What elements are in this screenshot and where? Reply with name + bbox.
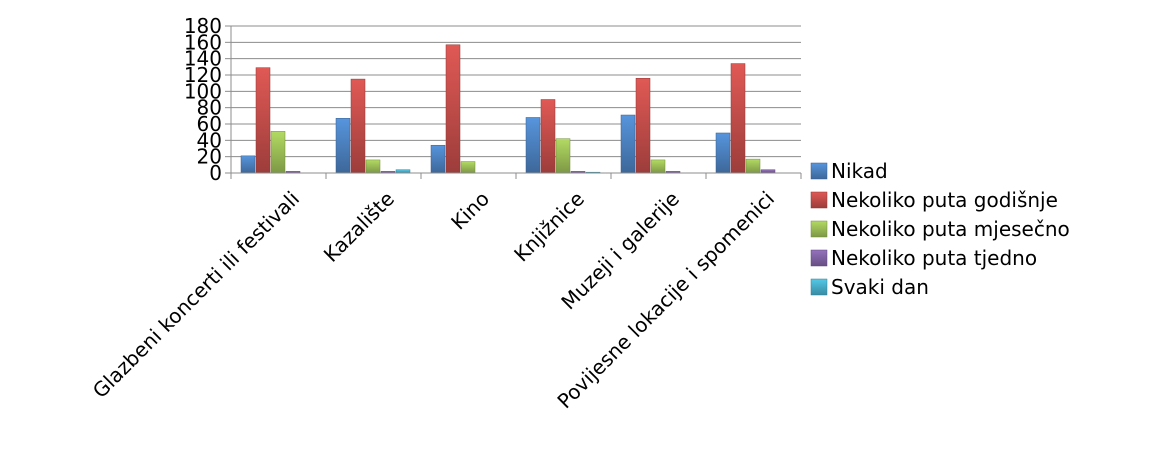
y-tick-label: 0	[209, 161, 222, 185]
bar-1-1	[240, 155, 256, 174]
legend-swatch	[810, 278, 828, 296]
bar-2-6	[730, 63, 746, 174]
legend-swatch	[810, 191, 828, 209]
bar-1-4	[525, 117, 541, 174]
bar-3-2	[365, 159, 381, 174]
y-tick-label: 80	[197, 96, 222, 120]
legend-label: Nekoliko puta mjesečno	[831, 217, 1070, 241]
legend: Nikad Nekoliko puta godišnje Nekoliko puta…	[810, 159, 1070, 299]
legend-label: Svaki dan	[831, 275, 929, 299]
legend-swatch	[810, 162, 828, 180]
bar-3-1	[270, 131, 286, 174]
y-tick-label: 100	[184, 79, 222, 103]
x-tick-label: Knjižnice	[509, 187, 589, 267]
bar-3-3	[460, 161, 476, 174]
y-tick-label: 120	[184, 63, 222, 87]
x-tick-labels: Glazbeni koncerti ili festivali Kazalište…	[88, 187, 779, 414]
gridlines	[231, 25, 801, 174]
bar-2-4	[540, 99, 556, 174]
x-tick-label: Kino	[446, 187, 494, 235]
legend-item: Nekoliko puta mjesečno	[810, 217, 1070, 241]
y-tick-label: 60	[197, 112, 222, 136]
legend-item: Nekoliko puta godišnje	[810, 188, 1058, 212]
bar-1-6	[715, 132, 731, 174]
bar-3-6	[745, 158, 761, 174]
axes	[225, 25, 802, 179]
bar-2-2	[350, 78, 366, 174]
x-tick-label: Glazbeni koncerti ili festivali	[88, 187, 304, 403]
bar-2-5	[635, 78, 651, 174]
y-tick-label: 160	[184, 30, 222, 54]
y-tick-label: 180	[184, 14, 222, 38]
legend-label: Nikad	[831, 159, 888, 183]
legend-swatch	[810, 249, 828, 267]
legend-label: Nekoliko puta godišnje	[831, 188, 1058, 212]
legend-item: Svaki dan	[810, 275, 929, 299]
bars	[240, 44, 776, 174]
legend-item: Nekoliko puta tjedno	[810, 246, 1037, 270]
y-tick-label: 140	[184, 47, 222, 71]
bar-3-5	[650, 159, 666, 174]
bar-1-5	[620, 114, 636, 174]
bar-2-3	[445, 44, 461, 174]
y-tick-label: 20	[197, 145, 222, 169]
x-tick-label: Kazalište	[319, 187, 399, 267]
legend-swatch	[810, 220, 828, 238]
bar-2-1	[255, 67, 271, 174]
y-tick-label: 40	[197, 128, 222, 152]
legend-label: Nekoliko puta tjedno	[831, 246, 1037, 270]
bar-3-4	[555, 138, 571, 174]
bar-1-2	[335, 118, 351, 174]
legend-item: Nikad	[810, 159, 888, 183]
bar-1-3	[430, 144, 446, 174]
